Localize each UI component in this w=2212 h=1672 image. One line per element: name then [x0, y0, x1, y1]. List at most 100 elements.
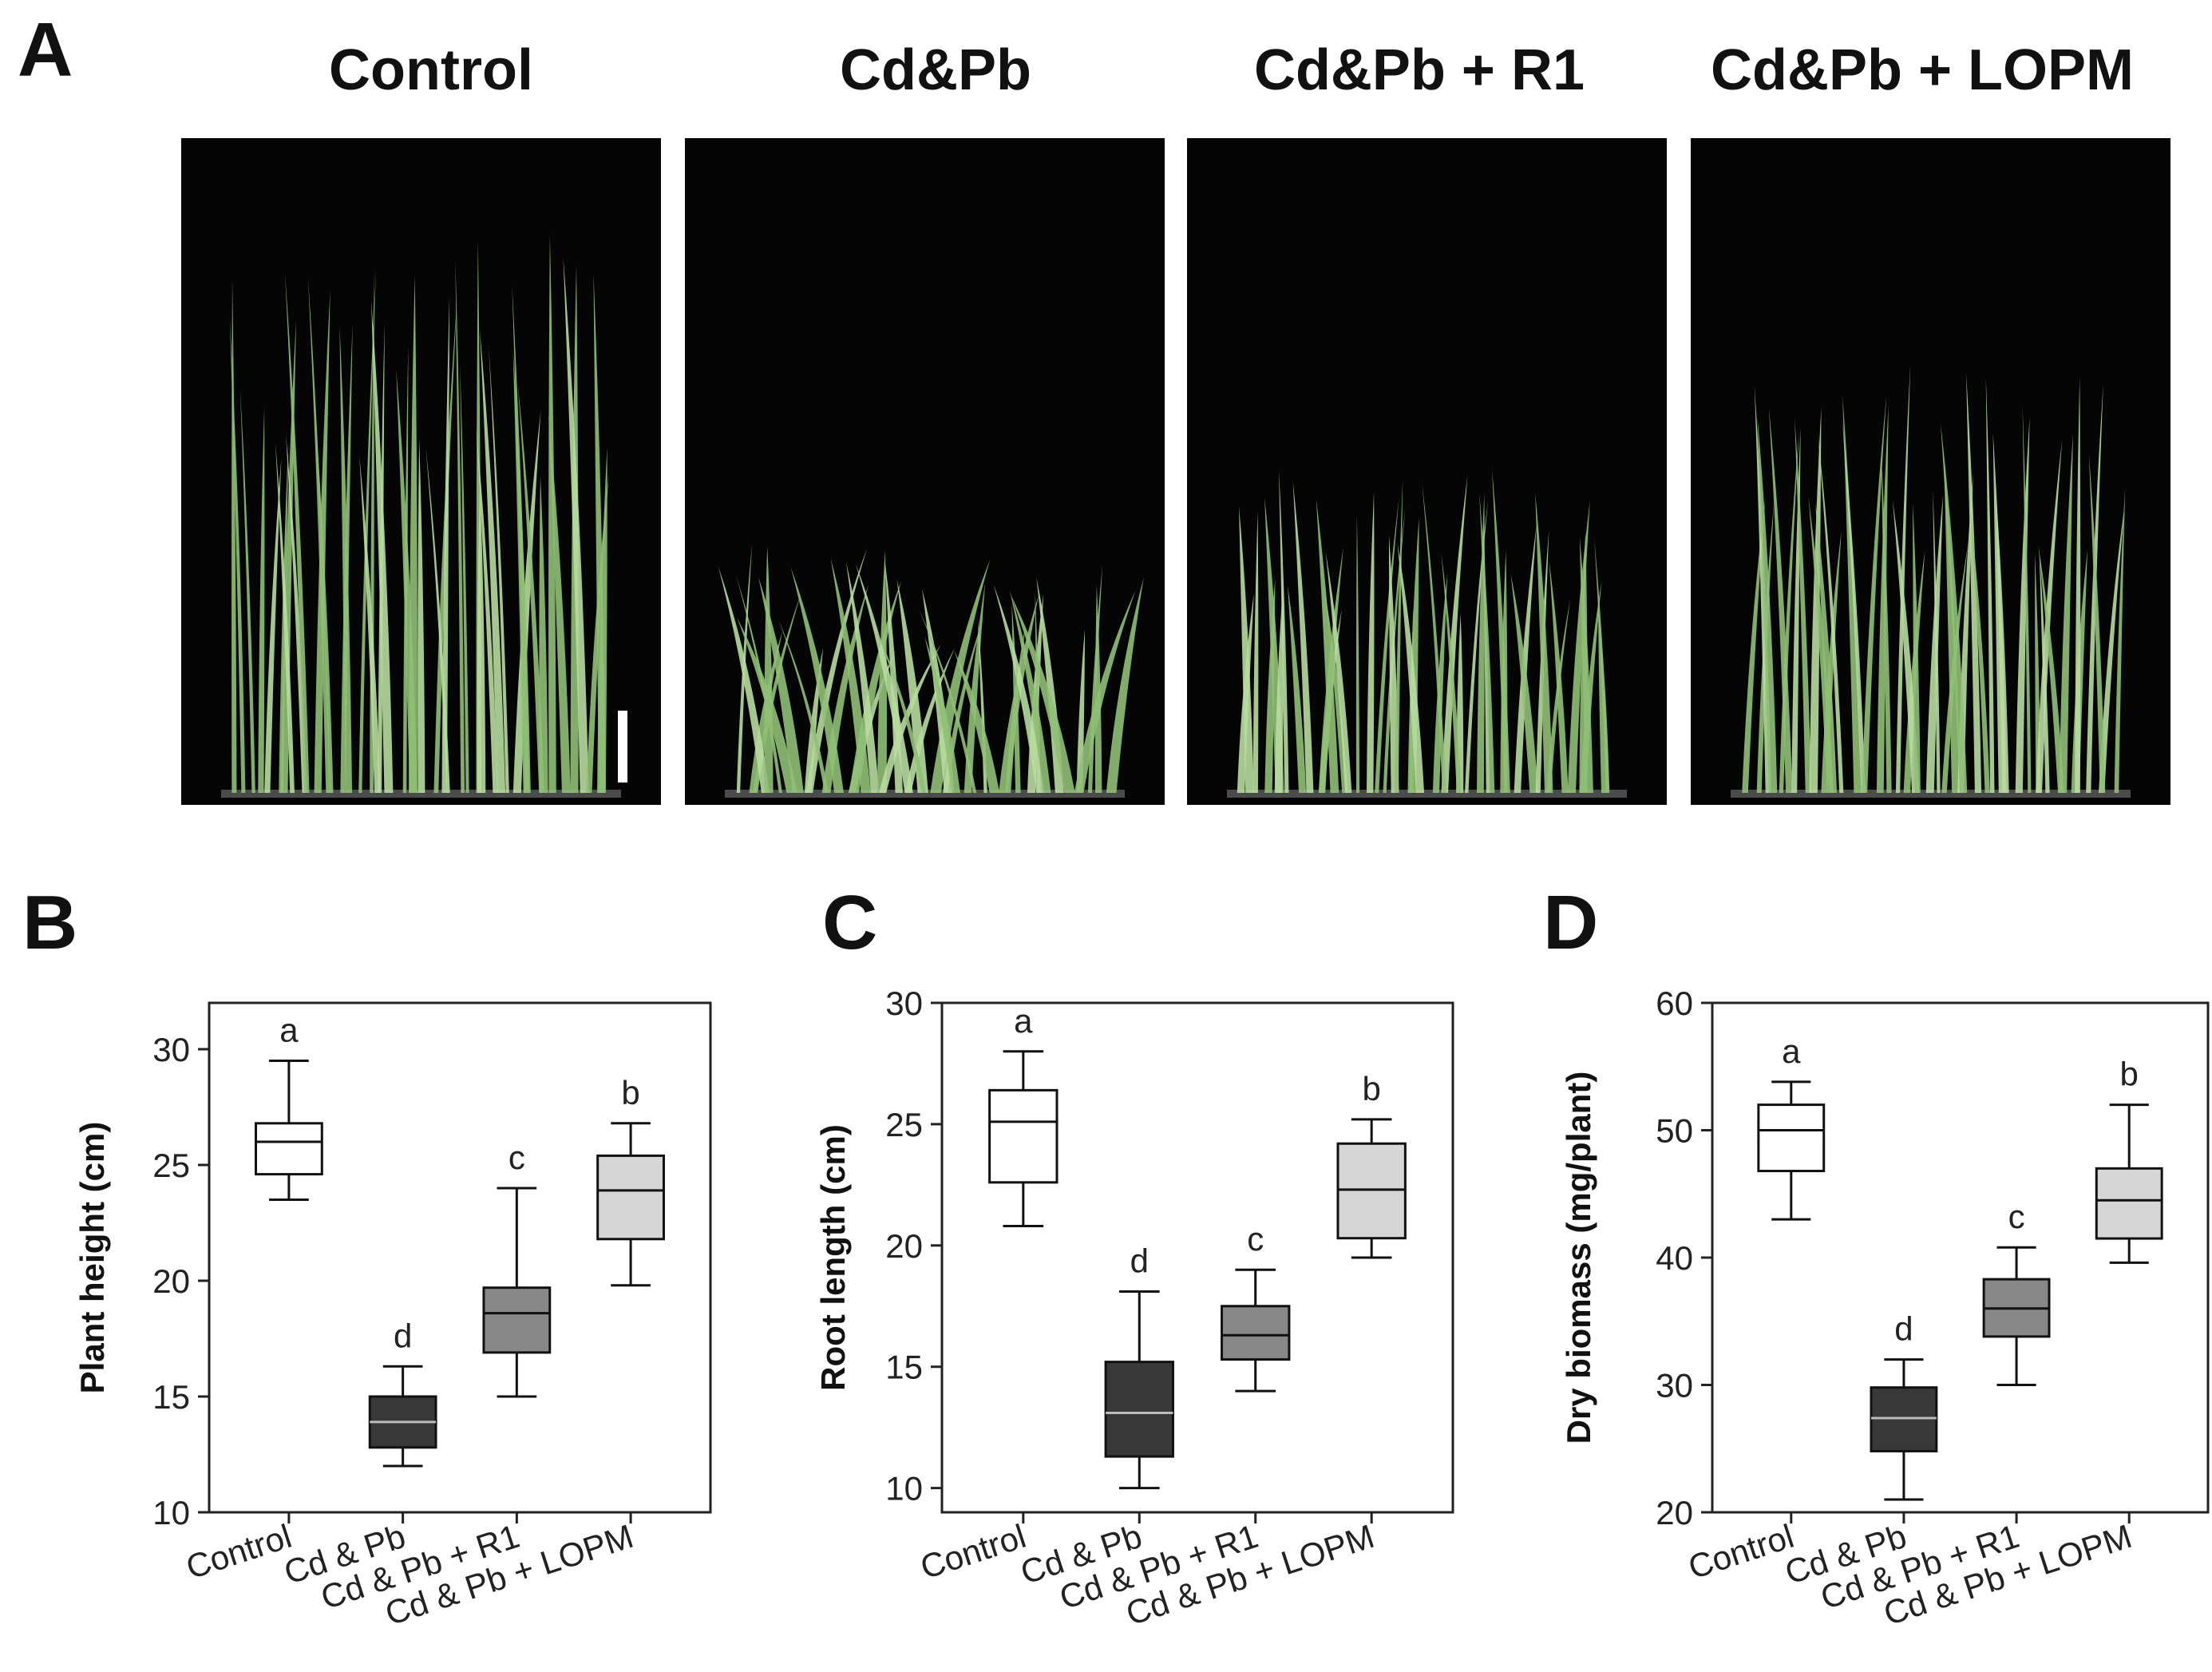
leaf [409, 275, 417, 793]
y-tick-label: 15 [885, 1349, 923, 1386]
leaf [548, 234, 556, 793]
leaf [855, 564, 913, 793]
leaf [1325, 551, 1352, 793]
leaf [1933, 490, 1941, 793]
leaf [1818, 434, 1844, 793]
significance-letter: b [621, 1074, 639, 1111]
leaf [1757, 417, 1778, 793]
photo-title-0: Control [329, 38, 533, 102]
leaf [1288, 585, 1307, 793]
leaf [1842, 421, 1866, 793]
y-axis-title: Dry biomass (mg/plant) [1560, 1072, 1597, 1444]
leaf [1074, 590, 1136, 793]
leaf [718, 566, 770, 793]
leaf [1876, 405, 1889, 793]
leaf [314, 398, 334, 793]
iqr-box [1104, 1361, 1174, 1458]
tray-base [1731, 790, 2131, 798]
leaf [1881, 451, 1892, 793]
leaf [1106, 577, 1144, 793]
leaf [876, 549, 887, 793]
significance-letter: a [279, 1012, 299, 1049]
significance-letter: b [2120, 1056, 2139, 1093]
significance-letter: d [394, 1317, 412, 1354]
leaf [737, 617, 797, 793]
iqr-box [482, 1286, 552, 1354]
category-label: Control [916, 1517, 1030, 1587]
leaf [1479, 493, 1495, 793]
leaf [517, 382, 544, 793]
plant-photo-2 [1187, 138, 1667, 805]
plot-frame [208, 1001, 712, 1514]
box-0: a Control [1684, 1032, 1826, 1586]
leaf [539, 476, 548, 793]
y-tick-label: 30 [885, 985, 923, 1022]
leaf [1535, 493, 1553, 793]
photo-title-2: Cd&Pb + R1 [1254, 38, 1585, 102]
significance-letter: d [1894, 1310, 1913, 1348]
leaf [2075, 377, 2081, 793]
leaf [2099, 502, 2126, 793]
leaf [1397, 543, 1425, 793]
leaf [1510, 573, 1538, 793]
leaf [1355, 516, 1360, 793]
y-tick-label: 10 [152, 1494, 190, 1531]
leaf [1279, 470, 1289, 793]
leaf [1422, 482, 1446, 793]
leaf [2036, 439, 2063, 793]
leaf [1842, 395, 1862, 793]
leaf [2015, 417, 2030, 793]
tray-base [1227, 790, 1627, 798]
leaf [2022, 406, 2032, 793]
leaf [790, 566, 844, 793]
leaf [1375, 497, 1399, 793]
plant-photo-3 [1691, 138, 2170, 805]
leaf [1579, 537, 1593, 793]
category-label: Control [181, 1517, 295, 1587]
leaf [964, 582, 986, 793]
leaf [1087, 565, 1103, 793]
iqr-box [1336, 1142, 1407, 1240]
leaf [845, 561, 880, 793]
significance-letter: d [1130, 1242, 1149, 1280]
leaf [1292, 481, 1314, 793]
leaf [1432, 573, 1448, 793]
y-tick-label: 40 [1656, 1239, 1693, 1277]
leaf [264, 458, 282, 793]
leaf [285, 433, 307, 793]
leaf [1895, 364, 1911, 793]
leaf [1742, 497, 1766, 793]
box-0: a Control [181, 1012, 323, 1587]
panel-letter: C [822, 880, 877, 965]
leaf [1441, 475, 1468, 793]
leaf [1815, 503, 1838, 793]
leaf [258, 406, 265, 793]
leaf [1395, 478, 1403, 793]
leaf [275, 442, 295, 793]
leaf [489, 347, 509, 794]
panel-letter: B [22, 880, 77, 965]
leaf [1009, 590, 1051, 793]
leaf [875, 628, 927, 793]
leaf [924, 636, 960, 793]
leaf [563, 257, 589, 793]
leaf [229, 316, 246, 793]
leaf [993, 584, 1045, 793]
leaf [1492, 470, 1510, 793]
plant-photo-1 [685, 138, 1165, 805]
leaf [805, 548, 868, 793]
y-tick-label: 30 [152, 1031, 190, 1068]
panel-letter: D [1543, 880, 1598, 965]
tray-base [725, 790, 1125, 798]
panel-a-letter: A [18, 7, 73, 93]
leaf [1252, 510, 1259, 793]
tray-base [221, 790, 621, 798]
leaf [239, 390, 255, 793]
leaf [1768, 407, 1793, 793]
leaf [1940, 422, 1968, 793]
leaf [1892, 500, 1920, 793]
leaf [477, 478, 486, 793]
leaf [1985, 378, 1995, 793]
